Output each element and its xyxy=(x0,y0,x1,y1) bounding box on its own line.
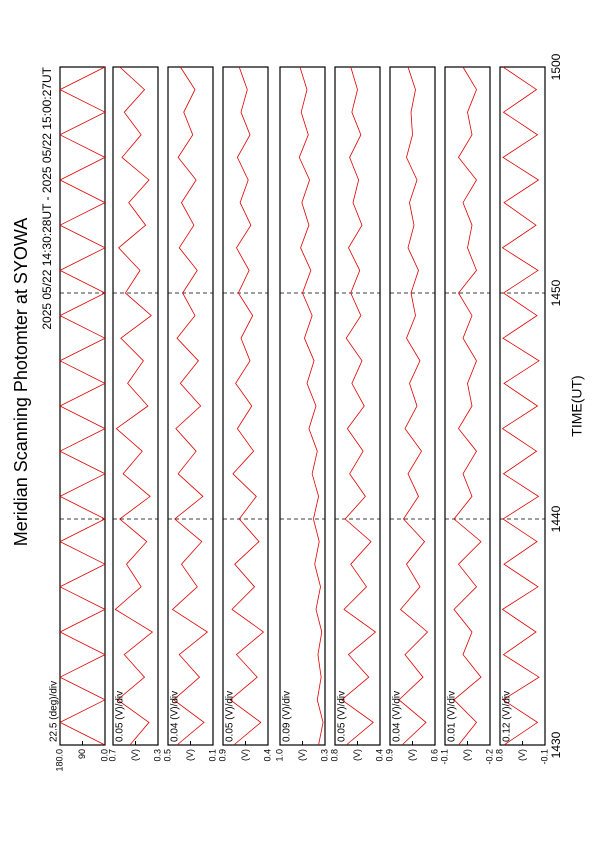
data-line xyxy=(114,66,154,746)
panel-scale-label: 0.05 (V)/div xyxy=(337,691,348,742)
panel-frame xyxy=(167,66,214,746)
y-tick-label: -0.1 xyxy=(439,749,449,765)
data-line xyxy=(59,66,106,746)
y-tick-label: 0.9 xyxy=(384,749,394,762)
panel-scale-label: 0.04 (V)/div xyxy=(170,691,181,742)
y-tick-label: (V) xyxy=(462,749,472,761)
panel-frame xyxy=(334,66,381,746)
data-line xyxy=(171,66,209,746)
y-tick-label: 0.8 xyxy=(494,749,504,762)
data-line xyxy=(298,66,324,746)
chart-title: Meridian Scanning Photomter at SYOWA xyxy=(11,218,31,546)
y-tick-label: (V) xyxy=(407,749,417,761)
x-axis-label: TIME(UT) xyxy=(569,375,585,436)
y-tick-label: 0.6 xyxy=(429,749,439,762)
y-tick-label: (V) xyxy=(185,749,195,761)
y-tick-label: 0.3 xyxy=(152,749,162,762)
y-tick-label: 0.7 xyxy=(107,749,117,762)
panel-frame xyxy=(222,66,269,746)
panel-frame xyxy=(499,66,546,746)
panel-scale-label: 22.5 (deg)/div xyxy=(49,681,60,742)
y-tick-label: 90 xyxy=(77,749,87,759)
panel-scale-label: 0.05 (V)/div xyxy=(225,691,236,742)
data-line xyxy=(229,66,265,746)
y-tick-label: 0.9 xyxy=(217,749,227,762)
y-tick-label: (V) xyxy=(297,749,307,761)
panel-scale-label: 0.01 (V)/div xyxy=(447,691,458,742)
y-tick-label: (V) xyxy=(130,749,140,761)
y-tick-label: 0.4 xyxy=(374,749,384,762)
y-tick-label: (V) xyxy=(240,749,250,761)
y-tick-label: 0.4 xyxy=(262,749,272,762)
panel-scale-label: 0.05 (V)/div xyxy=(115,691,126,742)
x-tick-label: 1450 xyxy=(549,279,563,306)
data-line xyxy=(501,66,540,746)
y-tick-label: 0.0 xyxy=(99,749,109,762)
y-tick-label: 0.1 xyxy=(207,749,217,762)
data-line xyxy=(453,66,482,746)
y-tick-label: (V) xyxy=(352,749,362,761)
x-tick-label: 1440 xyxy=(549,505,563,532)
x-tick-label: 1430 xyxy=(549,731,563,758)
chart-subtitle: 2025 05/22 14:30:28UT - 2025 05/22 15:00… xyxy=(40,66,54,329)
panel-frame xyxy=(389,66,436,746)
y-tick-label: 1.0 xyxy=(274,749,284,762)
y-tick-label: (V) xyxy=(517,749,527,761)
y-tick-label: 0.3 xyxy=(319,749,329,762)
y-tick-label: 0.8 xyxy=(329,749,339,762)
x-tick-label: 1500 xyxy=(549,53,563,80)
panel-scale-label: 0.09 (V)/div xyxy=(282,691,293,742)
y-tick-label: 180.0 xyxy=(54,749,64,772)
y-tick-label: -0.1 xyxy=(539,749,549,765)
panel-scale-label: 0.04 (V)/div xyxy=(392,691,403,742)
data-line xyxy=(341,66,377,746)
panel-scale-label: 0.12 (V)/div xyxy=(502,691,513,742)
data-line xyxy=(398,66,429,746)
y-tick-label: 0.5 xyxy=(162,749,172,762)
panel-frame xyxy=(279,66,326,746)
rotated-plot: Meridian Scanning Photomter at SYOWA 202… xyxy=(11,53,585,771)
y-tick-label: -0.2 xyxy=(484,749,494,765)
